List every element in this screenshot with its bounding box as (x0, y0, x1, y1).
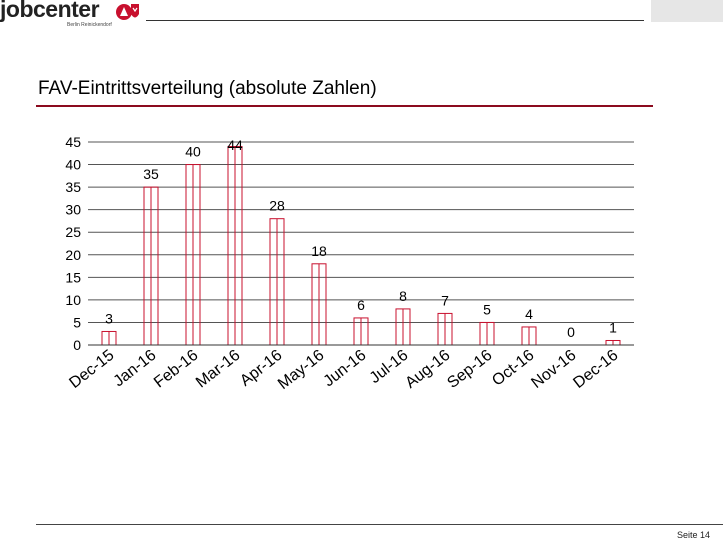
x-tick-label: May-16 (275, 347, 328, 393)
x-tick-label: Dec-15 (66, 347, 117, 392)
data-label: 0 (567, 324, 575, 340)
jobcenter-logo: jobcenter Berlin Reinickendorf (0, 0, 140, 36)
y-tick-label: 30 (65, 202, 81, 218)
y-tick-label: 45 (65, 134, 81, 150)
data-label: 40 (185, 144, 201, 160)
x-tick-label: Jan-16 (110, 347, 159, 391)
y-tick-label: 15 (65, 269, 81, 285)
data-label: 4 (525, 306, 533, 322)
page-number: Seite 14 (677, 530, 711, 540)
header-divider (146, 20, 644, 21)
y-tick-label: 40 (65, 157, 81, 173)
x-tick-label: Dec-16 (570, 347, 621, 392)
data-label: 8 (399, 288, 407, 304)
data-label: 18 (311, 243, 327, 259)
page-title: FAV-Eintrittsverteilung (absolute Zahlen… (38, 78, 377, 99)
x-tick-label: Oct-16 (489, 347, 537, 390)
y-tick-label: 25 (65, 224, 81, 240)
x-tick-label: Jun-16 (320, 347, 369, 391)
x-tick-label: Mar-16 (193, 347, 243, 392)
data-label: 5 (483, 301, 491, 317)
data-label: 7 (441, 292, 449, 308)
y-tick-label: 0 (73, 337, 81, 353)
x-tick-label: Aug-16 (402, 347, 453, 392)
data-label: 28 (269, 198, 285, 214)
data-label: 6 (357, 297, 365, 313)
header-box (651, 0, 723, 22)
logo-text: jobcenter (0, 0, 100, 22)
x-tick-label: Nov-16 (528, 347, 579, 392)
data-label: 3 (105, 310, 113, 326)
x-tick-label: Feb-16 (151, 347, 201, 392)
y-tick-label: 20 (65, 247, 81, 263)
title-divider (36, 105, 653, 107)
logo-emblem-icon (116, 4, 139, 20)
data-label: 1 (609, 319, 617, 335)
logo-subtext: Berlin Reinickendorf (67, 22, 112, 28)
y-tick-label: 5 (73, 314, 81, 330)
data-label: 35 (143, 166, 159, 182)
data-label: 44 (227, 137, 243, 153)
x-tick-label: Sep-16 (444, 347, 495, 392)
footer-divider (36, 524, 723, 525)
y-tick-label: 35 (65, 179, 81, 195)
y-tick-label: 10 (65, 292, 81, 308)
